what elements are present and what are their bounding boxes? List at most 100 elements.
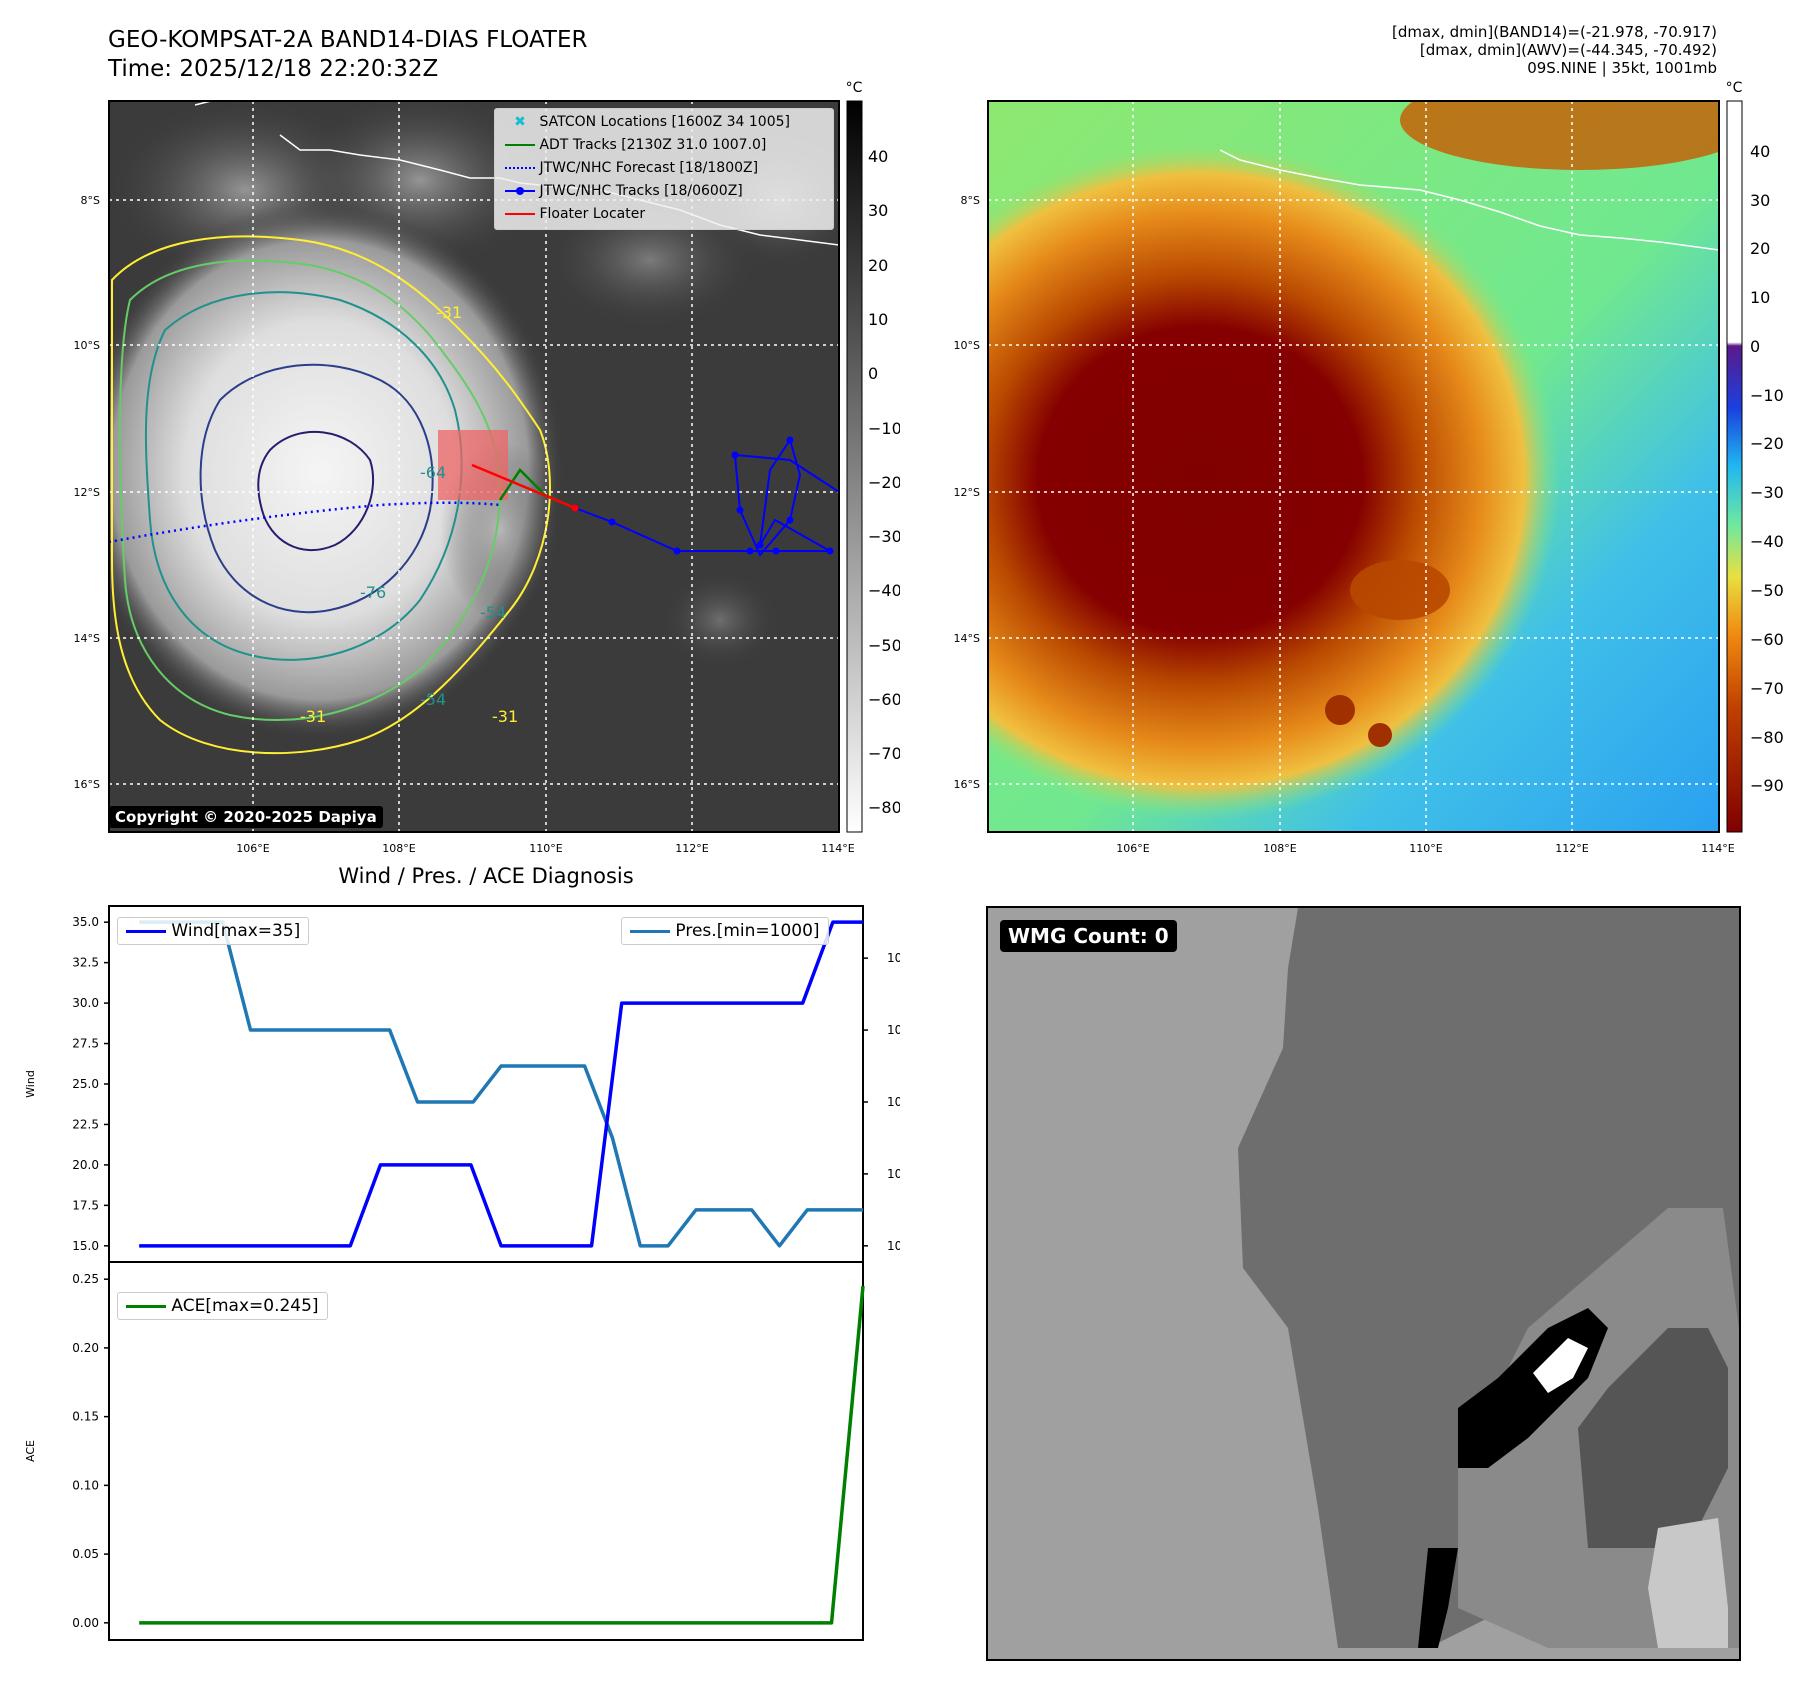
y-tick-label: 17.5	[72, 1198, 99, 1212]
pressure-series-line	[139, 920, 863, 1248]
lat-tick: 16°S	[954, 778, 980, 791]
contour-label-group-teal: -76 -64 -54 -54	[360, 463, 506, 709]
lon-tick: 112°E	[1555, 842, 1588, 855]
wind-series-line	[139, 920, 863, 1248]
wmg-svg	[988, 908, 1739, 1659]
diagnosis-panel: Wind / Pres. / ACE Diagnosis 15.0 17.5 20.…	[0, 860, 900, 1690]
colorbar-tick: 10	[868, 310, 888, 329]
wmg-region-white	[1533, 1338, 1588, 1393]
contour-minus64	[144, 291, 463, 661]
ir-map-frame	[108, 100, 840, 833]
y-tick-label: 0.20	[72, 1341, 99, 1355]
colorbar-tick: −40	[868, 581, 900, 600]
y-axis-label: ACE	[24, 1440, 37, 1462]
color-map-panel: 8°S 10°S 12°S 14°S 16°S 106°E 108°E 110°…	[900, 0, 1801, 870]
ace-series-line	[139, 1285, 865, 1625]
diagnosis-svg: 15.0 17.5 20.0 22.5 25.0 27.5 30.0 32.5 35.0 Wind…	[24, 905, 900, 1641]
lat-tick: 14°S	[954, 632, 980, 645]
lon-tick: 112°E	[675, 842, 708, 855]
map-legend: ✖ SATCON Locations [1600Z 34 1005] ADT T…	[494, 108, 834, 230]
wmg-region-black-2	[1418, 1548, 1458, 1648]
title-line-1: GEO-KOMPSAT-2A BAND14-DIAS FLOATER	[108, 27, 588, 53]
color-lat-ticks: 8°S 10°S 12°S 14°S 16°S	[954, 194, 980, 791]
lat-tick: 8°S	[81, 194, 100, 207]
y-right-tick-label: 1002	[887, 1167, 900, 1181]
y-tick-label: 0.10	[72, 1478, 99, 1492]
colorbar-tick: −50	[1750, 581, 1784, 600]
colorbar-tick: −10	[868, 419, 900, 438]
contour-label: -31	[436, 303, 462, 322]
legend-item-satcon: ✖ SATCON Locations [1600Z 34 1005]	[505, 114, 790, 130]
y-right-tick-label: 1006	[887, 1023, 900, 1037]
colorbar-tick: 0	[868, 364, 878, 383]
y-tick-label: 32.5	[72, 956, 99, 970]
lon-tick: 108°E	[382, 842, 415, 855]
ace-legend: ACE[max=0.245]	[117, 1292, 328, 1320]
colorbar-tick: −20	[1750, 434, 1784, 453]
colorbar-tick: 40	[1750, 142, 1770, 161]
figure-title: GEO-KOMPSAT-2A BAND14-DIAS FLOATER Time:…	[108, 26, 588, 84]
colorbar-unit: °C	[1726, 80, 1743, 96]
lat-tick: 10°S	[954, 339, 980, 352]
wmg-count-label: WMG Count: 0	[1000, 920, 1177, 952]
lat-tick: 10°S	[74, 339, 100, 352]
jtwc-track	[574, 437, 839, 557]
y-tick-label: 0.05	[72, 1547, 99, 1561]
colorbar-tick: 20	[868, 256, 888, 275]
colorbar-tick: −20	[868, 473, 900, 492]
title-line-2: Time: 2025/12/18 22:20:32Z	[108, 56, 439, 82]
color-map-frame	[987, 100, 1720, 833]
contour-minus31	[111, 235, 551, 755]
color-map-svg: 8°S 10°S 12°S 14°S 16°S 106°E 108°E 110°…	[954, 80, 1784, 855]
adt-line-icon	[505, 144, 535, 146]
contour-minus54	[119, 259, 502, 721]
ace-axes: 0.00 0.05 0.10 0.15 0.20 0.25 ACE	[24, 1261, 865, 1641]
lon-tick: 108°E	[1263, 842, 1296, 855]
y-right-tick-label: 1008	[887, 951, 900, 965]
contour-label: -31	[492, 707, 518, 726]
y-axis-label: Wind	[24, 1070, 37, 1098]
colorbar-tick: 10	[1750, 288, 1770, 307]
lat-tick: 16°S	[74, 778, 100, 791]
forecast-line-icon	[505, 167, 535, 169]
lon-tick: 114°E	[821, 842, 854, 855]
y-tick-label: 0.15	[72, 1410, 99, 1424]
wind-line-icon	[126, 929, 166, 933]
copyright-label: Copyright © 2020-2025 Dapiya	[109, 806, 383, 828]
gray-colorbar-ticks: 40 30 20 10 0 −10 −20 −30 −40 −50 −60 −7…	[868, 147, 900, 817]
colorbar-tick: −30	[868, 527, 900, 546]
colorbar-tick: 30	[1750, 191, 1770, 210]
y-tick-label: 35.0	[72, 915, 99, 929]
colorbar-tick: 30	[868, 201, 888, 220]
colorbar-tick: −80	[1750, 728, 1784, 747]
color-colorbar-ticks: 40 30 20 10 0 −10 −20 −30 −40 −50 −60 −7…	[1750, 142, 1784, 795]
colorbar-tick: 0	[1750, 337, 1760, 356]
color-colorbar	[1726, 100, 1743, 833]
ace-line-icon	[126, 1304, 166, 1308]
contour-label: -31	[300, 707, 326, 726]
contour-label-group: -31 -31 -31	[300, 303, 518, 726]
pressure-legend: Pres.[min=1000]	[621, 917, 829, 945]
ir-map-panel: -31 -31 -31 -76 -64 -54 -54 8°S 10°S 12°…	[0, 0, 900, 870]
colorbar-tick: −10	[1750, 386, 1784, 405]
track-line-icon	[505, 187, 535, 195]
y-tick-label: 15.0	[72, 1239, 99, 1253]
colorbar-tick: −60	[868, 690, 900, 709]
y-right-tick-label: 1000	[887, 1239, 900, 1253]
lon-tick: 106°E	[1116, 842, 1149, 855]
pressure-line-icon	[630, 929, 670, 933]
colorbar-tick: −70	[868, 744, 900, 763]
info-line-2: [dmax, dmin](AWV)=(-44.345, -70.492)	[1419, 41, 1717, 59]
colorbar-tick: −40	[1750, 532, 1784, 551]
lon-tick: 110°E	[529, 842, 562, 855]
contour-label: -76	[360, 583, 386, 602]
wmg-region-light	[1648, 1518, 1728, 1648]
legend-item-forecast: JTWC/NHC Forecast [18/1800Z]	[505, 160, 758, 176]
ir-lat-ticks: 8°S 10°S 12°S 14°S 16°S	[74, 194, 100, 791]
y-tick-label: 0.25	[72, 1272, 99, 1286]
colorbar-unit: °C	[846, 80, 863, 96]
info-line-3: 09S.NINE | 35kt, 1001mb	[1527, 59, 1717, 77]
lon-tick: 106°E	[236, 842, 269, 855]
contour-inner	[257, 430, 375, 551]
lat-tick: 8°S	[961, 194, 980, 207]
